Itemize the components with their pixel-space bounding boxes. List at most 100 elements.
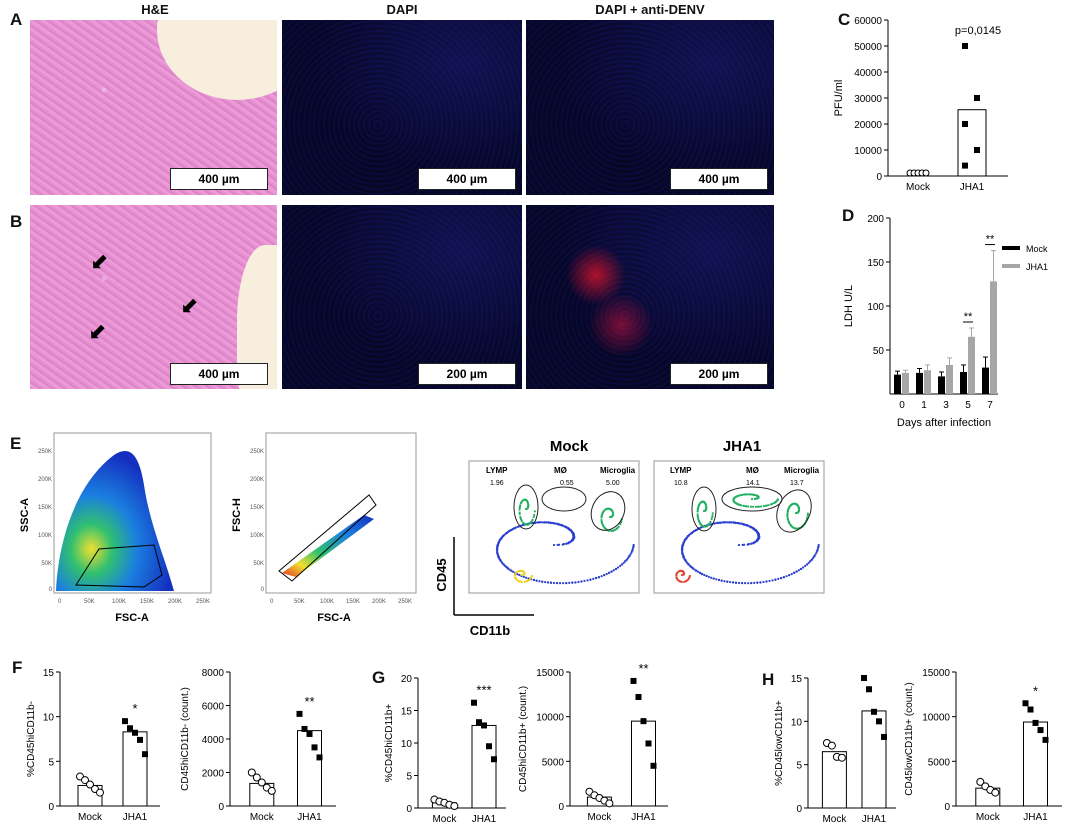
flow-dot xyxy=(518,508,521,511)
flow-dot xyxy=(742,543,746,546)
flow-plot-1-density xyxy=(56,450,174,591)
flow-dot xyxy=(610,570,613,573)
flow-dot xyxy=(695,569,698,572)
flow-dot xyxy=(571,537,574,541)
flow-dot xyxy=(752,528,755,531)
legend-swatch xyxy=(1002,246,1020,250)
data-point xyxy=(471,699,477,706)
flow-dot xyxy=(630,551,633,554)
data-point xyxy=(257,778,266,787)
flow-dot xyxy=(726,580,729,583)
y-axis-label: CD45lowCD11b+ (count.) xyxy=(904,682,915,795)
tick-label: 50K xyxy=(294,599,305,605)
bar xyxy=(902,372,909,394)
data-point xyxy=(142,751,148,758)
flow-dot xyxy=(518,573,521,577)
y-tick-label: 10 xyxy=(401,739,413,750)
micrograph-a-merge: 400 µm xyxy=(526,20,774,195)
flow-dot xyxy=(523,573,526,576)
flow-dot xyxy=(557,523,560,526)
flow-dot xyxy=(734,521,737,525)
x-tick-label: JHA1 xyxy=(123,812,148,823)
cd45-label: CD45 xyxy=(434,558,449,591)
flow-dot xyxy=(815,551,818,554)
gate-label-lymp: LYMP xyxy=(486,466,508,475)
flow-dot xyxy=(696,516,700,519)
chart-g2: 0 5000 10000 15000 CD45hiCD11b+ (count.) Mock… xyxy=(518,661,668,823)
flow-dot xyxy=(705,574,708,577)
flow-dot xyxy=(574,581,577,584)
panel-letter-g: G xyxy=(372,668,386,687)
cd11b-label: CD11b xyxy=(470,623,511,638)
y-tick-label: 10000 xyxy=(854,146,882,157)
bar xyxy=(982,367,989,394)
tick-label: 0 xyxy=(58,599,62,605)
flow-dot xyxy=(600,521,604,524)
y-tick-label: 20000 xyxy=(854,120,882,131)
jha1-value-mo: 14.1 xyxy=(746,480,760,487)
data-point xyxy=(922,169,930,177)
flow-dot xyxy=(499,559,502,562)
flow-dot xyxy=(631,549,634,552)
flow-dot xyxy=(730,521,733,524)
bar xyxy=(471,724,497,809)
y-axis-label: LDH U/L xyxy=(843,285,855,327)
x-tick-label: JHA1 xyxy=(960,182,985,193)
flow-dot xyxy=(756,531,759,535)
y-tick-label: 15000 xyxy=(922,668,950,679)
flow-dot xyxy=(524,523,527,526)
data-point xyxy=(450,802,459,811)
flow-dot xyxy=(713,522,716,525)
flow-dot xyxy=(631,547,634,550)
flow-dot xyxy=(571,531,574,535)
flow-dot xyxy=(594,576,598,580)
flow-dot xyxy=(505,565,508,569)
gate-label-microglia: Microglia xyxy=(784,466,820,475)
flow-dot xyxy=(520,573,524,577)
flow-dot xyxy=(564,526,567,529)
chart-f2: 0 2000 4000 6000 8000 CD45hiCD11b- (count.) Mo… xyxy=(180,668,336,823)
data-point xyxy=(974,147,980,153)
flow-dot xyxy=(560,524,563,527)
flow-dot xyxy=(565,542,568,545)
flow-dot xyxy=(699,522,702,525)
arrow-icon: ⬅ xyxy=(81,316,113,348)
flow-dot xyxy=(525,580,528,583)
flow-dot xyxy=(597,576,600,579)
y-tick-label: 2000 xyxy=(202,769,225,780)
flow-dot xyxy=(613,529,616,532)
flow-dot xyxy=(538,521,541,524)
flow-dot xyxy=(714,522,718,525)
flow-dot xyxy=(719,521,722,524)
x-tick-label: 0 xyxy=(899,400,905,411)
flow-dot xyxy=(545,521,548,524)
flow-dot xyxy=(562,542,566,546)
jha1-value-microglia: 13.7 xyxy=(790,480,804,487)
flow-dot xyxy=(628,554,631,558)
flow-dot xyxy=(602,573,606,577)
bar xyxy=(960,372,967,394)
flow-dot xyxy=(543,521,547,524)
bar xyxy=(990,281,997,394)
chart-h1: 0 5 10 15 %CD45lowCD11b+ Mock JHA1 * xyxy=(774,668,896,825)
flow-dot xyxy=(622,561,625,564)
flow-dot xyxy=(519,569,522,572)
bar xyxy=(946,364,953,394)
flow-dot xyxy=(696,508,699,512)
flow-dot xyxy=(610,509,613,512)
flow-plot-2-xticks: 0 50K 100K 150K 200K 250K xyxy=(270,599,412,605)
flow-dot xyxy=(764,504,767,507)
flow-dot xyxy=(526,501,530,505)
x-axis-label: Days after infection xyxy=(897,417,991,429)
flow-dot xyxy=(750,542,753,545)
flow-dot xyxy=(583,579,586,583)
flow-dot xyxy=(723,521,726,524)
data-point xyxy=(645,740,652,747)
gate-label-mo: MØ xyxy=(554,466,567,475)
flow-dot xyxy=(786,515,789,518)
data-point xyxy=(866,686,872,693)
flow-dot xyxy=(701,500,705,503)
flow-dot xyxy=(527,504,530,507)
flow-dot xyxy=(619,522,622,526)
panel-e-flow: SSC-A FSC-A FSC-H FSC-A 0 50K 100K 150K … xyxy=(19,432,825,638)
